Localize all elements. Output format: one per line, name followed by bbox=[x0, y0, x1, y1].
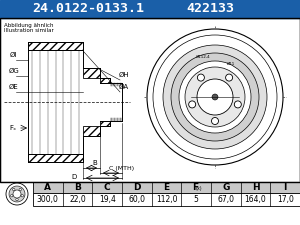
Circle shape bbox=[163, 45, 267, 149]
Circle shape bbox=[21, 194, 23, 197]
Circle shape bbox=[16, 198, 18, 201]
Bar bbox=[100, 78, 110, 83]
Bar bbox=[2, 20, 298, 180]
Text: Ø112,4: Ø112,4 bbox=[196, 55, 210, 59]
Circle shape bbox=[6, 183, 28, 205]
Text: A: A bbox=[44, 183, 51, 192]
Circle shape bbox=[197, 74, 204, 81]
Text: I: I bbox=[284, 183, 287, 192]
Circle shape bbox=[185, 67, 245, 127]
Bar bbox=[0, 18, 300, 182]
Text: 24.0122-0133.1: 24.0122-0133.1 bbox=[32, 2, 144, 16]
Circle shape bbox=[147, 29, 283, 165]
Circle shape bbox=[11, 194, 13, 197]
Text: Abbildung ähnlich: Abbildung ähnlich bbox=[4, 23, 53, 28]
Text: 67,0: 67,0 bbox=[217, 195, 234, 204]
Text: ate: ate bbox=[183, 130, 227, 154]
Text: 5: 5 bbox=[194, 195, 199, 204]
Text: 112,0: 112,0 bbox=[156, 195, 177, 204]
Text: ØE: ØE bbox=[9, 84, 19, 90]
Circle shape bbox=[179, 61, 251, 133]
Circle shape bbox=[212, 117, 218, 124]
Bar bbox=[0, 0, 300, 18]
Bar bbox=[28, 42, 83, 50]
Text: B: B bbox=[92, 160, 97, 166]
Bar bbox=[0, 18, 300, 182]
Text: 60,0: 60,0 bbox=[128, 195, 145, 204]
Circle shape bbox=[171, 53, 259, 141]
Text: H: H bbox=[252, 183, 259, 192]
Text: ØG: ØG bbox=[9, 68, 20, 74]
Text: B: B bbox=[74, 183, 81, 192]
Bar bbox=[83, 68, 100, 78]
Text: D: D bbox=[72, 174, 77, 180]
Text: Fₓ: Fₓ bbox=[9, 125, 16, 131]
Bar bbox=[33, 193, 300, 206]
Text: C (MTH): C (MTH) bbox=[109, 166, 134, 171]
Text: 300,0: 300,0 bbox=[37, 195, 59, 204]
Circle shape bbox=[212, 94, 218, 100]
Circle shape bbox=[197, 79, 233, 115]
Circle shape bbox=[234, 101, 241, 108]
Bar bbox=[28, 154, 83, 162]
Text: Illustration similar: Illustration similar bbox=[4, 28, 54, 33]
Circle shape bbox=[9, 186, 25, 202]
Bar bbox=[33, 182, 300, 193]
Text: ØA: ØA bbox=[119, 84, 129, 90]
Circle shape bbox=[189, 101, 196, 108]
Text: 22,0: 22,0 bbox=[69, 195, 86, 204]
Text: 422133: 422133 bbox=[186, 2, 234, 16]
Circle shape bbox=[13, 190, 21, 198]
Text: G: G bbox=[222, 183, 230, 192]
Text: Ø11: Ø11 bbox=[227, 62, 235, 66]
Circle shape bbox=[13, 188, 15, 191]
Text: ØH: ØH bbox=[119, 72, 130, 78]
Circle shape bbox=[153, 35, 277, 159]
Text: D: D bbox=[133, 183, 141, 192]
Text: (x): (x) bbox=[196, 186, 202, 191]
Text: 17,0: 17,0 bbox=[277, 195, 294, 204]
Circle shape bbox=[226, 74, 232, 81]
Text: 164,0: 164,0 bbox=[244, 195, 266, 204]
Text: ØI: ØI bbox=[10, 52, 17, 58]
Text: C: C bbox=[104, 183, 110, 192]
Text: F: F bbox=[192, 183, 198, 192]
Bar bbox=[83, 126, 100, 136]
Text: 19,4: 19,4 bbox=[99, 195, 116, 204]
Bar bbox=[100, 121, 110, 126]
Circle shape bbox=[19, 188, 21, 191]
Text: E: E bbox=[164, 183, 169, 192]
